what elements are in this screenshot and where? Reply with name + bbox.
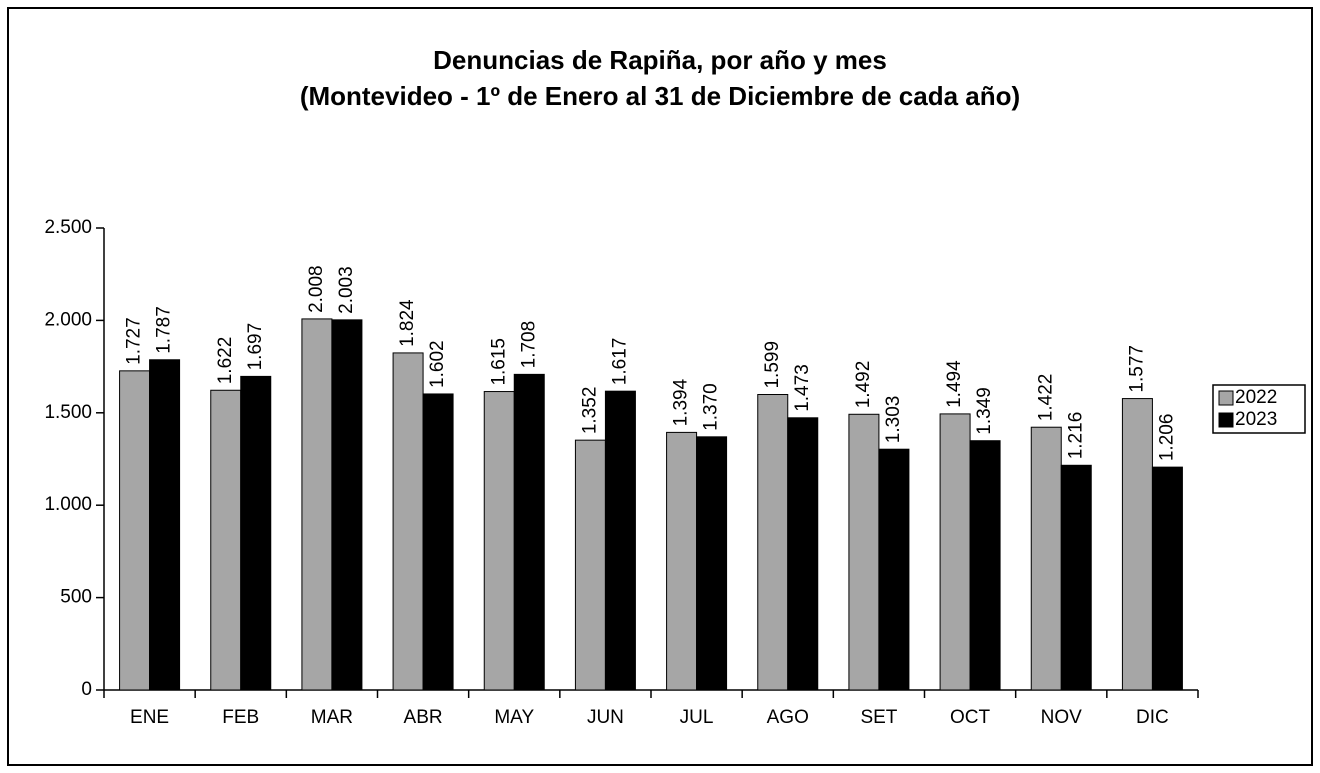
bar (1151, 466, 1183, 691)
x-tick-label: OCT (950, 707, 991, 728)
bar (604, 390, 636, 691)
data-label: 1.370 (701, 383, 722, 431)
bar (1121, 398, 1153, 691)
bar (666, 431, 698, 691)
data-label: 1.577 (1126, 345, 1147, 393)
bar (513, 373, 545, 691)
data-label: 1.394 (671, 378, 692, 426)
bar (848, 413, 880, 691)
y-tick-label: 2.000 (44, 309, 92, 330)
bar (939, 413, 971, 691)
y-tick-label: 0 (81, 679, 92, 700)
x-tick-label: MAY (494, 707, 534, 728)
data-label: 1.494 (944, 360, 965, 408)
data-label: 1.824 (397, 299, 418, 347)
legend-swatch (1218, 390, 1234, 406)
bar (331, 319, 363, 691)
data-label: 1.492 (853, 361, 874, 409)
data-label: 1.303 (883, 396, 904, 444)
bar (1060, 464, 1092, 691)
x-tick-label: AGO (767, 707, 809, 728)
bar (301, 318, 333, 691)
x-tick-label: DIC (1136, 707, 1169, 728)
chart-title: Denuncias de Rapiña, por año y mes (433, 45, 887, 75)
data-label: 1.617 (609, 338, 630, 386)
y-tick-label: 1.000 (44, 494, 92, 515)
x-tick-label: ABR (404, 707, 443, 728)
x-tick-label: JUN (587, 707, 624, 728)
x-tick-label: ENE (130, 707, 169, 728)
bar (878, 448, 910, 691)
bar (574, 439, 606, 691)
y-tick-label: 1.500 (44, 402, 92, 423)
data-label: 1.352 (579, 387, 600, 435)
x-tick-label: SET (860, 707, 897, 728)
bar (392, 352, 424, 691)
legend-label: 2023 (1235, 409, 1277, 430)
data-label: 1.615 (488, 338, 509, 386)
bar (422, 393, 454, 691)
data-label: 1.216 (1065, 412, 1086, 460)
data-label: 1.602 (427, 340, 448, 388)
data-label: 1.727 (124, 317, 145, 365)
bar (757, 394, 789, 691)
x-tick-label: JUL (680, 707, 714, 728)
data-label: 1.206 (1156, 414, 1177, 462)
data-label: 1.473 (792, 364, 813, 412)
bar (240, 375, 272, 691)
data-label: 1.708 (518, 321, 539, 369)
data-label: 2.003 (336, 266, 357, 314)
bar (483, 391, 515, 691)
chart-border (7, 7, 1313, 766)
legend-swatch (1218, 412, 1234, 428)
bar (119, 370, 151, 691)
x-tick-label: FEB (222, 707, 259, 728)
data-label: 1.422 (1035, 374, 1056, 422)
bar (696, 436, 728, 691)
data-label: 1.599 (762, 341, 783, 389)
data-label: 1.349 (974, 387, 995, 435)
data-label: 2.008 (306, 265, 327, 313)
y-tick-label: 2.500 (44, 217, 92, 238)
bar (969, 440, 1001, 691)
bar (210, 389, 242, 691)
data-label: 1.697 (245, 323, 266, 371)
x-tick-label: MAR (311, 707, 353, 728)
chart-subtitle: (Montevideo - 1º de Enero al 31 de Dicie… (300, 81, 1020, 111)
x-tick-label: NOV (1041, 707, 1083, 728)
bar (787, 417, 819, 691)
data-label: 1.787 (154, 306, 175, 354)
data-label: 1.622 (215, 337, 236, 385)
bar (149, 359, 181, 691)
bar (1030, 426, 1062, 691)
legend-label: 2022 (1235, 387, 1277, 408)
y-tick-label: 500 (60, 587, 92, 608)
